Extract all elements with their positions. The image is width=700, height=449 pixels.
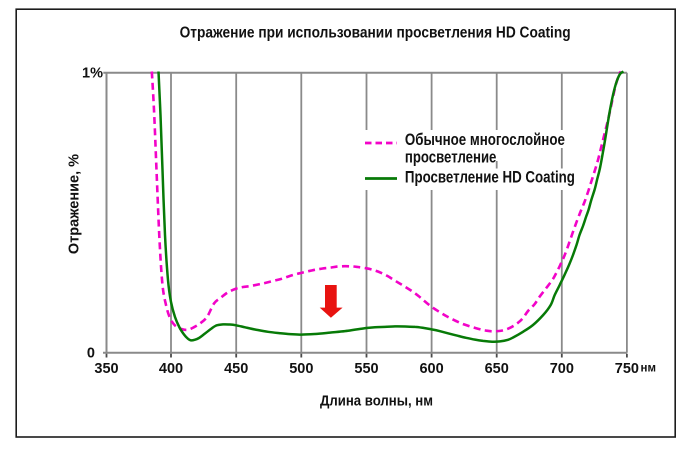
- svg-text:400: 400: [159, 361, 183, 377]
- svg-text:650: 650: [485, 361, 509, 377]
- svg-text:700: 700: [550, 361, 574, 377]
- svg-text:0: 0: [87, 346, 95, 362]
- svg-text:Отражение при использовании пр: Отражение при использовании просветления…: [180, 25, 571, 42]
- svg-text:500: 500: [289, 361, 313, 377]
- svg-text:нм: нм: [641, 363, 656, 375]
- svg-text:Просветление HD Coating: Просветление HD Coating: [405, 168, 575, 186]
- svg-text:Обычное многослойное: Обычное многослойное: [405, 131, 565, 149]
- svg-text:1%: 1%: [82, 66, 103, 82]
- svg-text:350: 350: [94, 361, 118, 377]
- svg-text:550: 550: [354, 361, 378, 377]
- svg-text:750: 750: [615, 361, 639, 377]
- svg-text:просветление: просветление: [405, 149, 497, 167]
- svg-text:Длина волны, нм: Длина волны, нм: [320, 392, 433, 409]
- svg-text:600: 600: [419, 361, 443, 377]
- svg-text:450: 450: [224, 361, 248, 377]
- svg-text:Отражение, %: Отражение, %: [67, 154, 83, 254]
